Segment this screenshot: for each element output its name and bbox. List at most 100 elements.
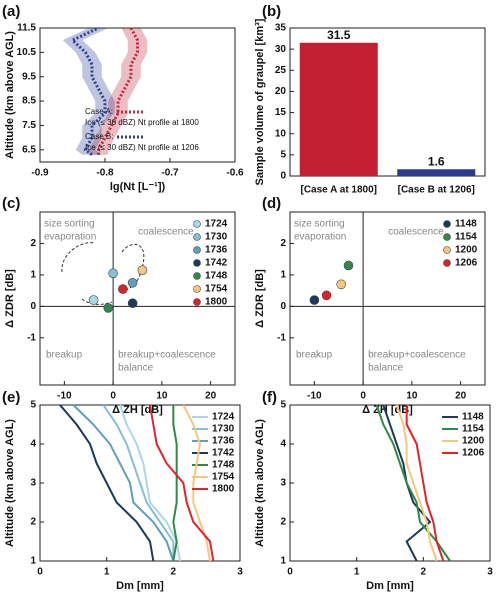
quadrant-label: evaporation xyxy=(44,232,96,243)
profile-line xyxy=(375,404,451,562)
y-tick-label: 20 xyxy=(275,86,287,97)
legend-label: 1206 xyxy=(455,258,478,269)
y-tick-label: 1 xyxy=(280,556,286,567)
x-axis-label: Dm [mm] xyxy=(116,580,164,592)
y-tick-label: 6.5 xyxy=(22,144,36,155)
y-tick-label: 25 xyxy=(275,65,287,76)
profile-line xyxy=(102,404,175,561)
y-axis-label: Δ ZDR [dB] xyxy=(4,269,16,328)
quadrant-label: size sorting xyxy=(44,219,95,230)
panel-label: (f) xyxy=(262,389,277,406)
legend-label: 1800 xyxy=(205,297,228,308)
y-tick-label: 10.5 xyxy=(17,47,37,58)
y-tick-label: 4 xyxy=(30,439,36,450)
y-tick-label: 5 xyxy=(280,400,286,411)
scatter-point xyxy=(343,260,354,271)
profile-line xyxy=(119,404,181,562)
legend-label: 1206 xyxy=(462,448,485,459)
x-tick-label: -0.7 xyxy=(161,168,179,179)
legend-label: 1724 xyxy=(212,412,235,423)
legend-label: 1200 xyxy=(462,436,485,447)
legend-label: 1200 xyxy=(455,245,478,256)
y-tick-label: 7.5 xyxy=(22,120,36,131)
legend-note: Ice (≤ 30 dBZ) Nt profile at 1800 xyxy=(85,118,199,127)
x-tick-label: 1 xyxy=(354,567,360,578)
legend-swatch xyxy=(443,259,451,267)
profile-line xyxy=(59,404,155,562)
scatter-point xyxy=(127,298,138,309)
x-tick-label: 3 xyxy=(487,567,493,578)
scatter-point xyxy=(118,284,128,294)
legend-swatch xyxy=(193,220,201,228)
y-tick-label: 0 xyxy=(280,301,286,312)
y-axis-label: Δ ZDR [dB] xyxy=(254,269,266,328)
x-axis-label: Dm [mm] xyxy=(366,580,414,592)
profile-line xyxy=(97,27,139,155)
y-tick-label: 2 xyxy=(30,238,36,249)
legend-label: 1748 xyxy=(212,460,235,471)
panel-label: (e) xyxy=(2,389,20,406)
legend-label: Case B: xyxy=(85,132,113,141)
quadrant-label: coalescence xyxy=(138,227,194,238)
x-tick-label: 0 xyxy=(37,567,43,578)
y-tick-label: 4 xyxy=(280,439,286,450)
legend-label: 1724 xyxy=(205,219,228,230)
x-tick-label: 0 xyxy=(110,391,116,402)
panel-label: (b) xyxy=(262,3,281,20)
legend-label: 1730 xyxy=(205,232,228,243)
legend-label: 1742 xyxy=(212,448,235,459)
scatter-point xyxy=(309,295,320,305)
legend-label: 1154 xyxy=(455,232,477,243)
quadrant-label: coalescence xyxy=(388,227,444,238)
x-tick-label: -0.8 xyxy=(96,168,114,179)
legend-note: Ice (≤ 30 dBZ) Nt profile at 1206 xyxy=(85,143,199,152)
legend-swatch xyxy=(443,246,451,254)
panel-label: (a) xyxy=(2,3,20,20)
legend-label: Case A: xyxy=(85,107,113,116)
error-band xyxy=(88,28,148,155)
x-axis-label: lg(Nt [L⁻¹]) xyxy=(110,181,166,193)
x-tick-label: 3 xyxy=(237,567,243,578)
quadrant-label: balance xyxy=(118,363,153,374)
x-tick-label: 2 xyxy=(171,567,177,578)
legend-label: 1742 xyxy=(205,258,228,269)
arrow xyxy=(61,242,96,273)
legend-swatch xyxy=(193,272,201,280)
profile-line xyxy=(72,404,175,562)
profile-line xyxy=(405,405,445,562)
arrow xyxy=(119,243,145,292)
profile-line xyxy=(69,26,107,156)
legend-label: 1800 xyxy=(212,484,235,495)
y-tick-label: 9.5 xyxy=(22,71,36,82)
x-tick-label: 2 xyxy=(421,567,427,578)
value-label: 1.6 xyxy=(428,154,445,168)
plot-frame xyxy=(289,404,491,562)
x-tick-label: 0 xyxy=(360,391,366,402)
y-tick-label: 2 xyxy=(280,238,286,249)
y-tick-label: 1 xyxy=(280,270,286,281)
y-tick-label: 5 xyxy=(30,400,36,411)
y-tick-label: 2 xyxy=(30,517,36,528)
legend-swatch xyxy=(443,220,451,228)
quadrant-label: breakup+coalescence xyxy=(368,350,466,361)
legend-swatch xyxy=(193,233,201,241)
y-tick-label: 11.5 xyxy=(17,23,36,34)
profile-line xyxy=(172,405,178,562)
quadrant-label: size sorting xyxy=(294,219,345,230)
y-axis-label: Altitude (km above AGL) xyxy=(254,419,266,547)
legend-label: 1736 xyxy=(212,436,235,447)
x-tick-label: -10 xyxy=(57,391,72,402)
panel-label: (c) xyxy=(2,195,20,212)
quadrant-label: balance xyxy=(368,363,403,374)
y-axis-label: Sample volume of graupel [km³] xyxy=(254,18,266,185)
y-tick-label: 2 xyxy=(280,517,286,528)
legend-label: 1154 xyxy=(462,424,484,435)
bar xyxy=(299,42,378,176)
plot-frame xyxy=(289,211,486,386)
quadrant-label: breakup xyxy=(46,350,83,361)
x-tick-label: 10 xyxy=(156,391,168,402)
value-label: 31.5 xyxy=(327,28,351,42)
x-tick-label: -0.6 xyxy=(226,168,244,179)
y-tick-label: 1 xyxy=(30,556,36,567)
y-tick-label: 35 xyxy=(275,23,287,34)
